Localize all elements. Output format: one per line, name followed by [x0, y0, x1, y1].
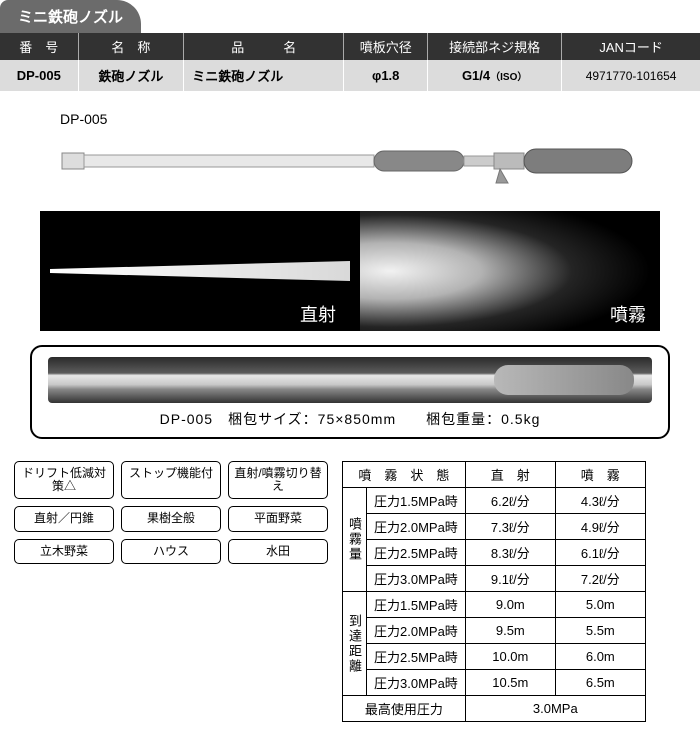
- jet-caption: 直射: [300, 301, 336, 327]
- perf-group-dist: 到達距離: [343, 592, 367, 696]
- perf-cell: 圧力3.0MPa時: [367, 566, 466, 592]
- perf-cell: 6.1ℓ/分: [555, 540, 645, 566]
- spec-h-jan: JANコード: [562, 33, 700, 60]
- spec-h-product: 品 名: [184, 33, 344, 60]
- tag: 立木野菜: [14, 539, 114, 564]
- perf-cell: 圧力3.0MPa時: [367, 670, 466, 696]
- perf-cell: 5.0m: [555, 592, 645, 618]
- spec-jan: 4971770-101654: [562, 60, 700, 91]
- perf-cell: 8.3ℓ/分: [465, 540, 555, 566]
- spray-images: 直射 噴霧: [0, 211, 700, 331]
- spec-h-thread: 接続部ネジ規格: [428, 33, 562, 60]
- product-model-label: DP-005: [60, 111, 700, 127]
- perf-max-label: 最高使用圧力: [343, 696, 466, 722]
- spray-jet-image: 直射: [40, 211, 350, 331]
- perf-cell: 圧力2.0MPa時: [367, 618, 466, 644]
- perf-cell: 圧力2.5MPa時: [367, 540, 466, 566]
- perf-cell: 9.1ℓ/分: [465, 566, 555, 592]
- perf-head-mist: 噴 霧: [555, 462, 645, 488]
- package-box: DP-005 梱包サイズ：75×850mm 梱包重量：0.5kg: [30, 345, 670, 439]
- tag: 果樹全般: [121, 506, 221, 531]
- mist-caption: 噴霧: [610, 301, 646, 327]
- perf-cell: 5.5m: [555, 618, 645, 644]
- perf-cell: 6.0m: [555, 644, 645, 670]
- spec-product: ミニ鉄砲ノズル: [184, 60, 344, 91]
- perf-head-state: 噴 霧 状 態: [343, 462, 466, 488]
- spec-no: DP-005: [0, 60, 78, 91]
- perf-cell: 7.3ℓ/分: [465, 514, 555, 540]
- perf-head-jet: 直 射: [465, 462, 555, 488]
- perf-cell: 6.2ℓ/分: [465, 488, 555, 514]
- perf-cell: 圧力2.5MPa時: [367, 644, 466, 670]
- perf-cell: 圧力1.5MPa時: [367, 488, 466, 514]
- tag: 平面野菜: [228, 506, 328, 531]
- perf-cell: 圧力2.0MPa時: [367, 514, 466, 540]
- perf-cell: 10.0m: [465, 644, 555, 670]
- feature-tags: ドリフト低減対策△ ストップ機能付 直射/噴霧切り替え 直射／円錐 果樹全般 平…: [14, 461, 328, 564]
- spec-h-no: 番 号: [0, 33, 78, 60]
- spec-h-name: 名 称: [78, 33, 184, 60]
- spec-h-hole: 噴板穴径: [344, 33, 428, 60]
- perf-cell: 圧力1.5MPa時: [367, 592, 466, 618]
- tag: 水田: [228, 539, 328, 564]
- tag: ストップ機能付: [121, 461, 221, 499]
- perf-cell: 4.9ℓ/分: [555, 514, 645, 540]
- perf-cell: 7.2ℓ/分: [555, 566, 645, 592]
- tag: 直射／円錐: [14, 506, 114, 531]
- spray-mist-image: 噴霧: [350, 211, 660, 331]
- performance-table: 噴 霧 状 態 直 射 噴 霧 噴霧量 圧力1.5MPa時 6.2ℓ/分 4.3…: [342, 461, 646, 722]
- perf-group-flow: 噴霧量: [343, 488, 367, 592]
- perf-cell: 4.3ℓ/分: [555, 488, 645, 514]
- tag: ハウス: [121, 539, 221, 564]
- package-text: DP-005 梱包サイズ：75×850mm 梱包重量：0.5kg: [48, 409, 652, 429]
- perf-cell: 9.5m: [465, 618, 555, 644]
- section-title: ミニ鉄砲ノズル: [0, 0, 141, 33]
- tag: 直射/噴霧切り替え: [228, 461, 328, 499]
- spec-hole: φ1.8: [344, 60, 428, 91]
- perf-cell: 9.0m: [465, 592, 555, 618]
- package-photo: [48, 357, 652, 403]
- spec-name: 鉄砲ノズル: [78, 60, 184, 91]
- perf-cell: 6.5m: [555, 670, 645, 696]
- spec-data-row: DP-005 鉄砲ノズル ミニ鉄砲ノズル φ1.8 G1/4（ISO） 4971…: [0, 60, 700, 91]
- spec-thread: G1/4（ISO）: [428, 60, 562, 91]
- nozzle-illustration: [60, 131, 640, 191]
- perf-max-value: 3.0MPa: [465, 696, 645, 722]
- perf-cell: 10.5m: [465, 670, 555, 696]
- spec-table: 番 号 名 称 品 名 噴板穴径 接続部ネジ規格 JANコード DP-005 鉄…: [0, 33, 700, 91]
- tag: ドリフト低減対策△: [14, 461, 114, 499]
- spec-header-row: 番 号 名 称 品 名 噴板穴径 接続部ネジ規格 JANコード: [0, 33, 700, 60]
